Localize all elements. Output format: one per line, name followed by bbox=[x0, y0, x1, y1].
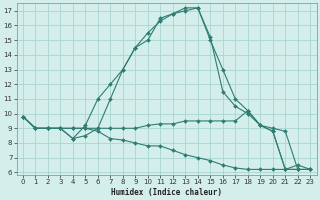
X-axis label: Humidex (Indice chaleur): Humidex (Indice chaleur) bbox=[111, 188, 222, 197]
